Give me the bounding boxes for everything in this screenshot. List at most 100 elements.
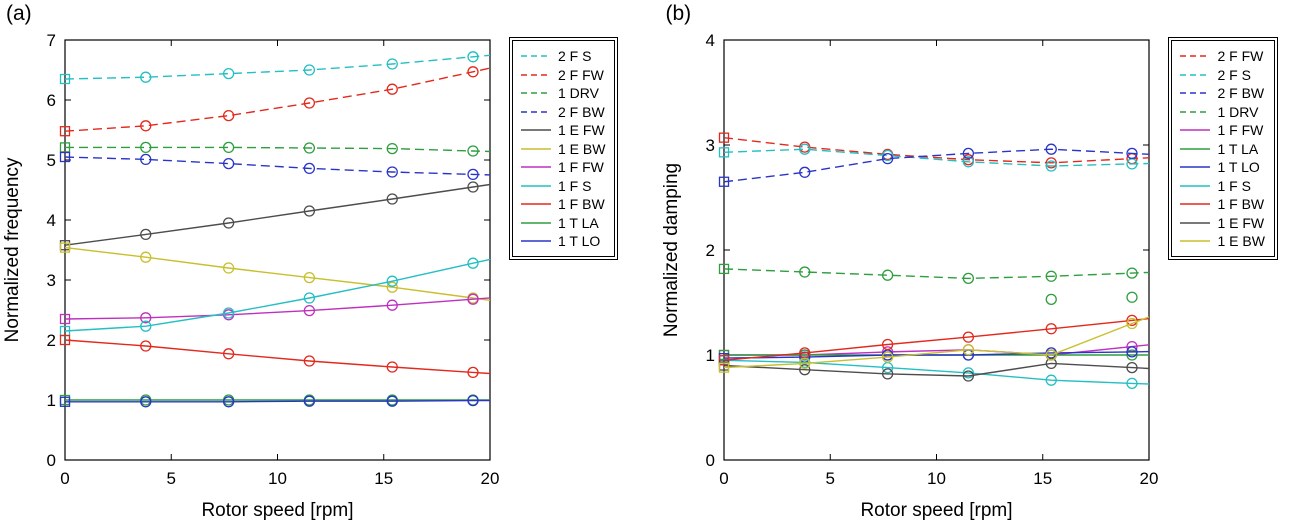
legend-line-sample (1180, 129, 1211, 131)
marker-circle (1126, 147, 1139, 160)
marker-circle (140, 340, 152, 352)
legend-label: 1 E FW (558, 122, 605, 138)
legend-label: 1 F BW (558, 196, 605, 212)
marker-circle (963, 370, 975, 382)
legend-item-1-e-bw: 1 E BW (1180, 233, 1265, 249)
legend-line-sample (521, 110, 551, 113)
marker-circle (467, 168, 479, 181)
marker-circle (222, 348, 235, 360)
marker-circle (386, 142, 398, 155)
marker-circle (1126, 346, 1139, 358)
panel-a-chart: 0 5 10 15 20 0 1 2 3 4 5 6 7 Rotor speed [rpm] Normali… (0, 0, 500, 531)
legend-item-1-f-bw: 1 F BW (521, 196, 605, 212)
x-axis-label: Rotor speed [rpm] (201, 500, 353, 521)
legend-label: 1 F FW (558, 159, 604, 175)
series-line-1-e-fw (64, 183, 491, 246)
marker-circle (222, 109, 235, 122)
marker-circle (1126, 317, 1139, 330)
y-tick-label: 0 (706, 451, 715, 470)
legend-item-1-e-fw: 1 E FW (1180, 215, 1264, 231)
marker-circle (386, 275, 398, 287)
marker-circle (303, 162, 316, 175)
marker-circle (882, 269, 894, 281)
legend-item-1-f-fw: 1 F FW (1180, 122, 1264, 138)
marker-circle (799, 166, 811, 178)
legend-line-sample (521, 221, 551, 224)
marker-circle (963, 156, 975, 168)
marker-circle (1046, 157, 1058, 169)
marker-circle (222, 217, 235, 229)
series-line-1-f-fw (64, 297, 491, 320)
series-line-1-f-s (724, 359, 1150, 385)
y-tick-label: 1 (706, 346, 715, 365)
legend-item-1-t-lo: 1 T LO (521, 233, 605, 249)
series-line-1-drv (724, 268, 1150, 280)
legend-line-sample (1180, 92, 1211, 94)
marker-square (59, 126, 71, 137)
y-tick-label: 5 (47, 151, 56, 170)
marker-circle (303, 142, 316, 154)
marker-circle (303, 304, 316, 317)
panel-a: (a) 0 5 10 15 20 0 1 2 3 4 5 6 7 Rotor speed [rpm] Nor… (0, 0, 619, 531)
marker-circle (140, 228, 152, 241)
legend-line-sample (1180, 203, 1211, 205)
legend-line-sample (1180, 147, 1211, 150)
marker-circle (222, 307, 235, 319)
marker-circle (467, 293, 479, 305)
series-line-1-f-bw (724, 317, 1150, 361)
y-axis-label: Normalized damping (661, 163, 682, 337)
marker-circle (303, 395, 316, 407)
x-tick-label: 15 (374, 469, 393, 488)
marker-circle (303, 64, 316, 76)
marker-circle (1046, 323, 1058, 335)
y-tick-label: 7 (47, 31, 56, 50)
legend-line-sample (521, 203, 551, 205)
legend-label: 1 F FW (1217, 122, 1264, 138)
x-tick-label: 10 (268, 469, 287, 488)
marker-circle (799, 364, 811, 376)
legend-label: 1 T LO (558, 233, 601, 249)
marker-circle (467, 394, 479, 407)
marker-circle (386, 281, 398, 293)
marker-circle (882, 149, 894, 162)
x-axis-label: Rotor speed [rpm] (861, 500, 1013, 521)
legend-label: 1 F S (558, 177, 592, 194)
marker-circle (1126, 349, 1139, 361)
legend-item-1-f-bw: 1 F BW (1180, 196, 1264, 212)
legend-item-1-drv: 1 DRV (1180, 104, 1264, 120)
panel-a-label: (a) (6, 2, 32, 25)
y-tick-label: 3 (706, 136, 715, 155)
marker-circle (140, 320, 152, 332)
legend-label: 2 F BW (558, 103, 605, 120)
legend-item-1-e-bw: 1 E BW (521, 141, 605, 157)
marker-circle (963, 367, 975, 379)
panel-b-chart: 0 5 10 15 20 0 1 2 3 4 Rotor speed [rpm] Normalized… (659, 0, 1160, 531)
marker-circle (1126, 361, 1139, 374)
marker-circle (140, 71, 152, 83)
legend-item-1-t-la: 1 T LA (521, 215, 605, 231)
y-tick-label: 4 (706, 31, 715, 50)
marker-circle (1126, 314, 1139, 327)
series-line-2-f-fw (64, 67, 491, 132)
marker-circle (1046, 349, 1058, 361)
legend-item-1-f-fw: 1 F FW (521, 159, 605, 175)
series-line-1-f-bw (64, 339, 491, 375)
legend-item-1-f-s: 1 F S (1180, 178, 1264, 194)
legend-item-2-f-s: 2 F S (521, 48, 605, 64)
legend-item-1-e-fw: 1 E FW (521, 122, 605, 138)
x-tick-label: 20 (1140, 469, 1159, 488)
marker-circle (882, 351, 894, 363)
marker-circle (963, 147, 975, 160)
y-tick-label: 2 (706, 241, 715, 260)
legend-label: 1 T LO (1217, 159, 1260, 175)
marker-circle (1126, 267, 1139, 279)
y-tick-label: 2 (47, 331, 56, 350)
marker-circle (467, 66, 479, 78)
marker-circle (963, 331, 975, 343)
marker-circle (882, 368, 894, 380)
marker-circle (1046, 357, 1058, 370)
marker-circle (467, 51, 479, 63)
marker-circle (799, 143, 811, 155)
x-tick-label: 5 (167, 469, 176, 488)
legend-line-sample (1180, 240, 1211, 242)
